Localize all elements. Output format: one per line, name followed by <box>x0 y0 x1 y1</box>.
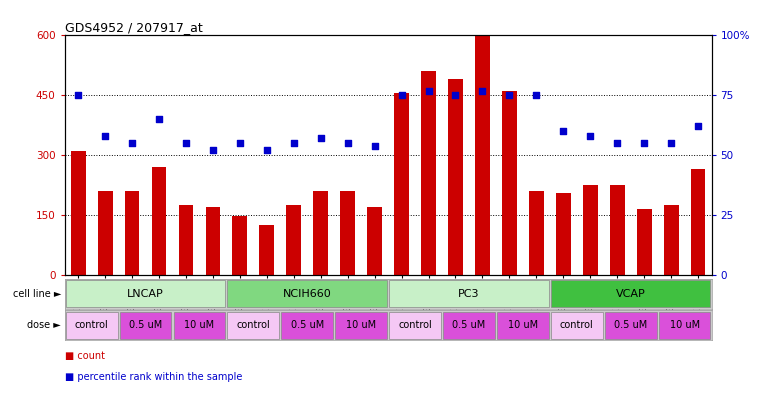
Bar <box>610 185 625 275</box>
Point <box>342 140 354 146</box>
Point <box>476 87 489 94</box>
Text: ■ count: ■ count <box>65 351 105 361</box>
Text: 0.5 uM: 0.5 uM <box>452 320 486 330</box>
Bar <box>394 93 409 275</box>
Bar <box>65 280 225 307</box>
Bar <box>151 167 167 275</box>
Point <box>99 133 111 139</box>
Text: 0.5 uM: 0.5 uM <box>129 320 162 330</box>
Bar <box>232 216 247 275</box>
Bar <box>443 312 495 339</box>
Point <box>288 140 300 146</box>
Text: 0.5 uM: 0.5 uM <box>614 320 648 330</box>
Point <box>611 140 623 146</box>
Bar <box>551 280 711 307</box>
Bar <box>502 91 517 275</box>
Point <box>450 92 462 98</box>
Text: PC3: PC3 <box>458 289 479 299</box>
Bar <box>71 151 85 275</box>
Bar <box>119 312 171 339</box>
Bar <box>125 191 139 275</box>
Bar <box>286 205 301 275</box>
Point <box>234 140 246 146</box>
Text: 10 uM: 10 uM <box>346 320 376 330</box>
Bar <box>314 191 328 275</box>
Text: NCIH660: NCIH660 <box>283 289 332 299</box>
Bar <box>97 191 113 275</box>
Bar <box>228 280 387 307</box>
Bar <box>659 312 711 339</box>
Bar <box>583 185 597 275</box>
Point <box>422 87 435 94</box>
Bar <box>551 312 603 339</box>
Point <box>261 147 273 154</box>
Text: control: control <box>75 320 109 330</box>
Text: control: control <box>237 320 270 330</box>
Point <box>665 140 677 146</box>
Bar <box>336 312 387 339</box>
Bar <box>497 312 549 339</box>
Point <box>557 128 569 134</box>
Point <box>126 140 139 146</box>
Text: 10 uM: 10 uM <box>508 320 538 330</box>
Point <box>207 147 219 154</box>
Bar <box>65 312 117 339</box>
Text: 10 uM: 10 uM <box>184 320 215 330</box>
Text: VCAP: VCAP <box>616 289 645 299</box>
Bar <box>179 205 193 275</box>
Text: control: control <box>560 320 594 330</box>
Bar <box>448 79 463 275</box>
Text: ■ percentile rank within the sample: ■ percentile rank within the sample <box>65 372 242 382</box>
Bar <box>664 205 679 275</box>
Point <box>314 135 326 141</box>
Point <box>638 140 650 146</box>
Text: cell line ►: cell line ► <box>12 289 61 299</box>
Bar <box>228 312 279 339</box>
Bar <box>691 169 705 275</box>
Point <box>396 92 408 98</box>
Bar <box>174 312 225 339</box>
Text: GDS4952 / 207917_at: GDS4952 / 207917_at <box>65 21 202 34</box>
Bar <box>389 280 549 307</box>
Bar <box>637 209 651 275</box>
Bar <box>282 312 333 339</box>
Text: 10 uM: 10 uM <box>670 320 699 330</box>
Bar <box>368 207 382 275</box>
Bar <box>421 71 436 275</box>
Bar <box>529 191 544 275</box>
Point <box>368 143 380 149</box>
Point <box>503 92 515 98</box>
Bar <box>475 35 490 275</box>
Text: 0.5 uM: 0.5 uM <box>291 320 324 330</box>
Text: LNCAP: LNCAP <box>127 289 164 299</box>
Point <box>153 116 165 122</box>
Text: control: control <box>398 320 432 330</box>
Point <box>692 123 704 130</box>
Point <box>180 140 192 146</box>
Bar <box>556 193 571 275</box>
Bar <box>605 312 657 339</box>
Point <box>530 92 543 98</box>
Point <box>584 133 597 139</box>
Bar <box>389 312 441 339</box>
Text: dose ►: dose ► <box>27 320 61 330</box>
Point <box>72 92 84 98</box>
Bar <box>260 225 274 275</box>
Bar <box>205 207 221 275</box>
Bar <box>340 191 355 275</box>
